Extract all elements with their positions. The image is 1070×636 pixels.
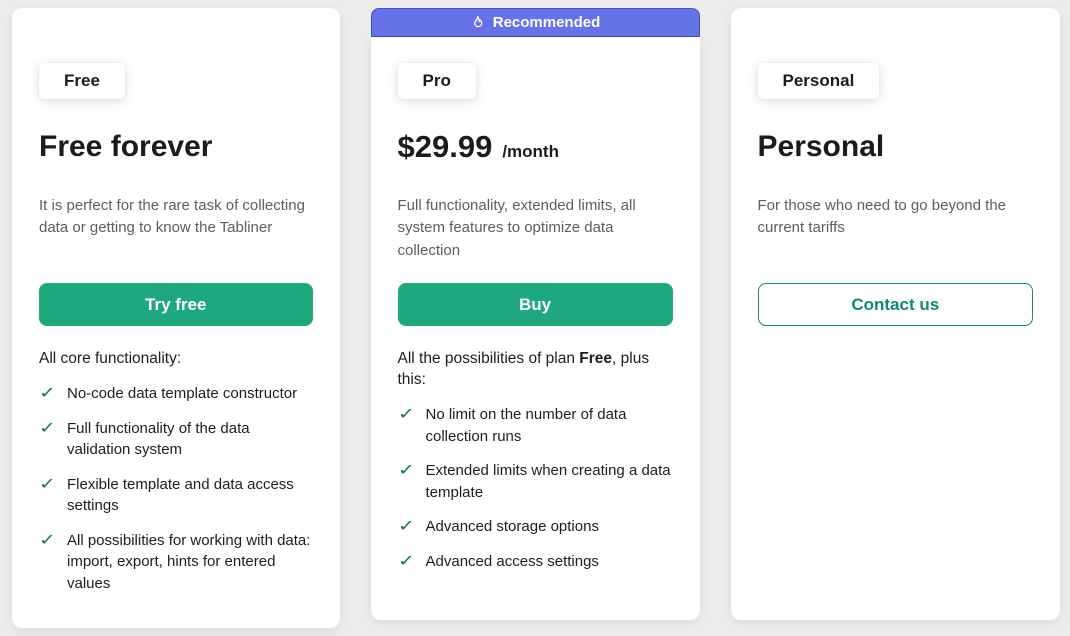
plan-description-free: It is perfect for the rare task of colle… — [39, 197, 305, 237]
check-icon: ✓ — [39, 475, 56, 493]
feature-item: ✓ Full functionality of the data validat… — [39, 418, 313, 461]
plan-badge-free: Free — [39, 63, 125, 99]
features-list-free: ✓ No-code data template constructor ✓ Fu… — [39, 383, 313, 594]
plan-badge-personal: Personal — [757, 63, 880, 99]
features-header-bold: Free — [579, 350, 613, 367]
check-icon: ✓ — [397, 406, 415, 423]
feature-item: ✓ Flexible template and data access sett… — [39, 474, 313, 517]
flame-icon — [473, 15, 483, 28]
features-header-pro: All the possibilities of plan Free, plus… — [398, 348, 673, 390]
check-icon: ✓ — [39, 419, 56, 437]
plan-description-personal: For those who need to go beyond the curr… — [757, 197, 1007, 237]
check-icon: ✓ — [397, 552, 415, 570]
check-icon: ✓ — [397, 462, 415, 479]
plan-title-block: Free forever — [39, 125, 313, 195]
feature-text: No limit on the number of data collectio… — [425, 406, 627, 445]
features-list-pro: ✓ No limit on the number of data collect… — [398, 404, 673, 572]
feature-item: ✓ No-code data template constructor — [39, 383, 313, 405]
feature-text: Advanced access settings — [425, 552, 599, 570]
features-header-prefix: All the possibilities of plan — [397, 350, 580, 367]
check-icon: ✓ — [39, 385, 56, 402]
feature-item: ✓ Advanced storage options — [398, 516, 673, 538]
buy-button[interactable]: Buy — [397, 283, 673, 326]
recommended-label: Recommended — [492, 14, 601, 31]
contact-us-button[interactable]: Contact us — [757, 283, 1033, 326]
check-icon: ✓ — [39, 531, 56, 549]
feature-text: Advanced storage options — [425, 518, 599, 535]
plan-badge-pro: Pro — [397, 63, 476, 99]
plan-card-personal: Personal Personal For those who need to … — [730, 8, 1060, 620]
feature-item: ✓ All possibilities for working with dat… — [39, 530, 313, 595]
feature-text: All possibilities for working with data:… — [67, 531, 311, 592]
plan-title-free: Free forever — [39, 130, 213, 163]
price-period: /month — [502, 142, 559, 161]
feature-text: No-code data template constructor — [67, 385, 298, 402]
features-header-suffix: , plus this: — [397, 350, 650, 388]
feature-item: ✓ Advanced access settings — [398, 551, 673, 573]
feature-item: ✓ No limit on the number of data collect… — [398, 404, 673, 447]
plan-card-free: Free Free forever It is perfect for the … — [12, 8, 340, 628]
feature-item: ✓ Extended limits when creating a data t… — [398, 460, 673, 503]
plan-price-block: $29.99 /month — [398, 125, 673, 195]
plan-card-pro: Pro $29.99 /month Full functionality, ex… — [370, 37, 700, 620]
check-icon: ✓ — [397, 518, 415, 535]
feature-text: Full functionality of the data validatio… — [67, 419, 250, 459]
plan-title-block: Personal — [758, 125, 1034, 195]
feature-text: Extended limits when creating a data tem… — [425, 462, 671, 501]
try-free-button[interactable]: Try free — [39, 283, 313, 326]
plan-title-personal: Personal — [757, 130, 885, 163]
plan-description-pro: Full functionality, extended limits, all… — [397, 197, 636, 259]
plan-column-pro: Recommended Pro $29.99 /month Full funct… — [370, 8, 700, 620]
price-amount: $29.99 — [397, 129, 493, 164]
feature-text: Flexible template and data access settin… — [67, 475, 294, 515]
features-header-free: All core functionality: — [39, 350, 182, 367]
recommended-banner: Recommended — [370, 8, 700, 37]
